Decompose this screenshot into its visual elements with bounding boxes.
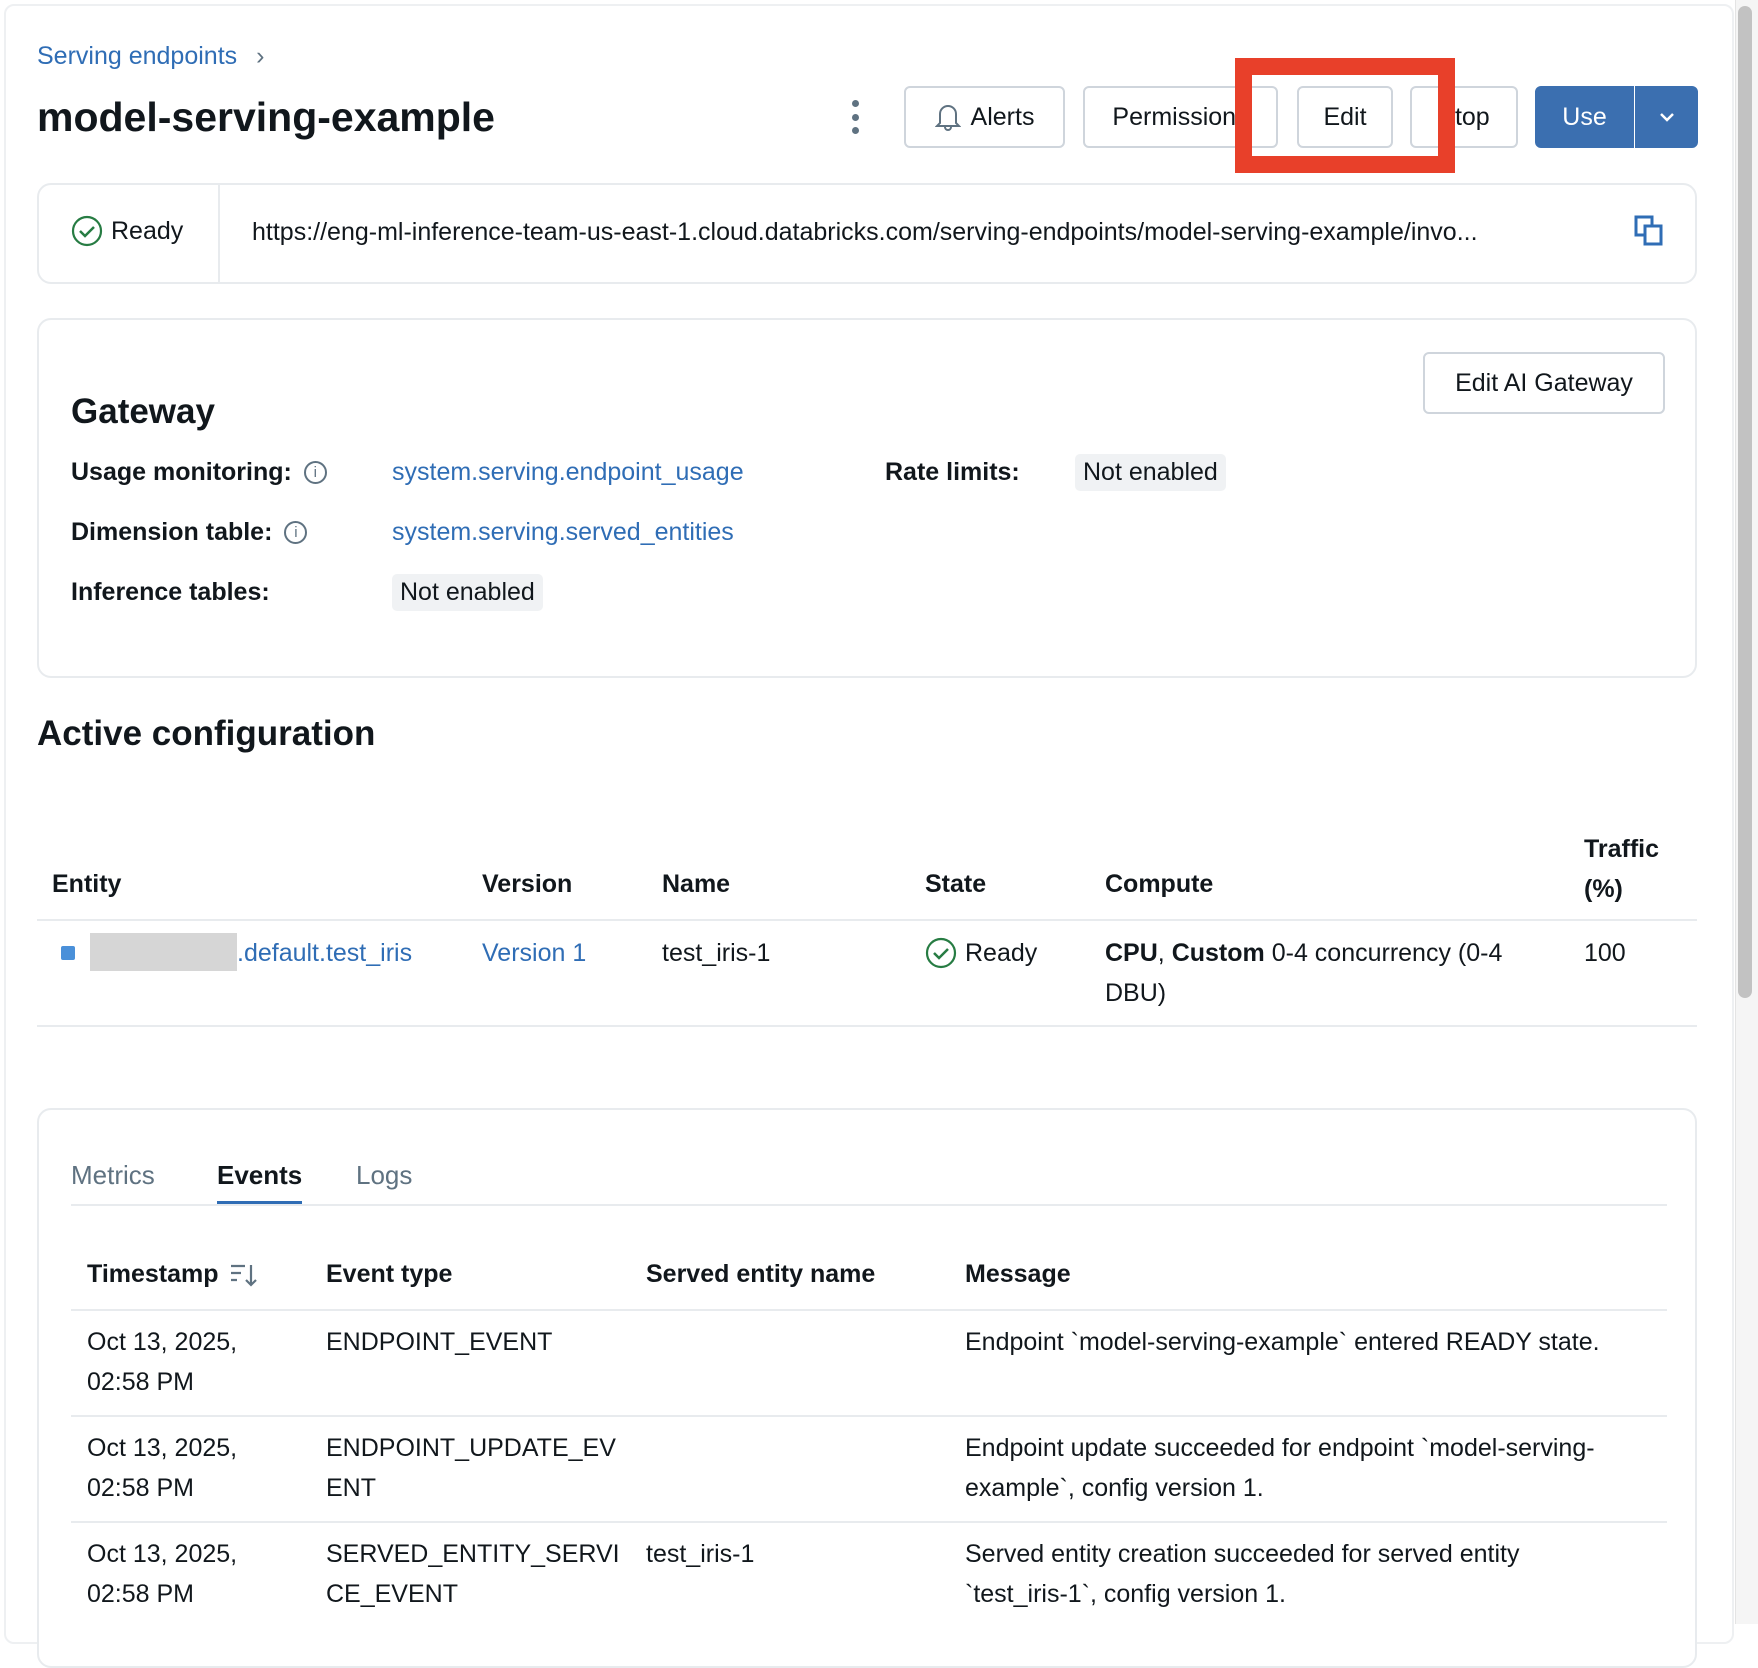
bell-icon <box>934 105 961 131</box>
served-entity-name: test_iris-1 <box>662 939 771 967</box>
breadcrumb-separator: › <box>256 42 265 70</box>
inference-tables-label: Inference tables: <box>71 578 270 606</box>
tab-logs[interactable]: Logs <box>356 1160 413 1190</box>
col-timestamp[interactable]: Timestamp <box>87 1260 259 1289</box>
breadcrumb: Serving endpoints › <box>37 42 264 71</box>
tab-events[interactable]: Events <box>217 1160 303 1205</box>
sort-descending-icon[interactable] <box>229 1262 259 1288</box>
divider <box>71 1521 1667 1523</box>
event-type: SERVED_ENTITY_SERVICE_EVENT <box>326 1540 620 1608</box>
edit-button[interactable]: Edit <box>1297 86 1393 148</box>
divider <box>71 1309 1667 1311</box>
gateway-title: Gateway <box>71 392 215 431</box>
use-button[interactable]: Use <box>1535 86 1634 148</box>
state-label: Ready <box>965 939 1038 967</box>
event-type: ENDPOINT_UPDATE_EVENT <box>326 1434 616 1502</box>
highlight-box <box>1235 58 1455 173</box>
status-label: Ready <box>111 216 184 245</box>
endpoint-url: https://eng-ml-inference-team-us-east-1.… <box>252 218 1478 246</box>
dimension-table-label: Dimension table: <box>71 518 273 546</box>
redacted-catalog <box>90 933 237 971</box>
col-entity: Entity <box>52 870 122 898</box>
usage-monitoring-row: Usage monitoring: i <box>71 458 327 487</box>
gateway-card: Gateway Edit AI Gateway Usage monitoring… <box>37 318 1697 678</box>
col-version: Version <box>482 870 573 898</box>
compute-size: Custom <box>1171 939 1265 967</box>
alerts-button[interactable]: Alerts <box>904 86 1065 148</box>
usage-monitoring-label: Usage monitoring: <box>71 458 292 486</box>
rate-limits-value: Not enabled <box>1075 454 1226 491</box>
version-link[interactable]: Version 1 <box>482 939 587 967</box>
timestamp-label: Timestamp <box>87 1260 219 1288</box>
event-type: ENDPOINT_EVENT <box>326 1328 553 1356</box>
entity-state: Ready <box>925 933 1037 973</box>
event-timestamp: Oct 13, 2025, 02:58 PM <box>87 1540 238 1608</box>
compute-value: CPU, Custom 0-4 concurrency (0-4 DBU) <box>1105 933 1565 1013</box>
event-message: Served entity creation succeeded for ser… <box>965 1540 1520 1608</box>
page-title: model-serving-example <box>37 94 495 140</box>
endpoint-url-card: Ready https://eng-ml-inference-team-us-e… <box>37 183 1697 284</box>
inference-tables-value: Not enabled <box>392 574 543 611</box>
events-card: Metrics Events Logs Timestamp Event type… <box>37 1108 1697 1668</box>
endpoint-status: Ready <box>71 215 183 247</box>
event-message: Endpoint update succeeded for endpoint `… <box>965 1434 1595 1502</box>
entity-link[interactable]: .default.test_iris <box>237 939 413 967</box>
event-timestamp: Oct 13, 2025, 02:58 PM <box>87 1328 238 1396</box>
tab-metrics[interactable]: Metrics <box>71 1160 155 1190</box>
divider <box>37 1025 1697 1027</box>
stop-button[interactable]: Stop <box>1410 86 1518 148</box>
info-icon[interactable]: i <box>303 461 327 484</box>
alerts-label: Alerts <box>970 102 1035 131</box>
compute-sep: , <box>1157 939 1172 967</box>
col-served-entity-name: Served entity name <box>646 1260 876 1288</box>
col-traffic: Traffic (%) <box>1584 835 1660 903</box>
col-name: Name <box>662 870 731 898</box>
divider <box>71 1415 1667 1417</box>
compute-detail: 0-4 concurrency (0-4 DBU) <box>1105 939 1503 1007</box>
col-state: State <box>925 870 987 898</box>
scrollbar-thumb[interactable] <box>1738 6 1752 998</box>
dimension-table-row: Dimension table: i <box>71 518 308 547</box>
tabs-divider <box>71 1204 1667 1206</box>
col-message: Message <box>965 1260 1071 1288</box>
chevron-down-icon <box>1659 113 1674 122</box>
usage-monitoring-link[interactable]: system.serving.endpoint_usage <box>392 458 744 486</box>
compute-type: CPU <box>1105 939 1158 967</box>
check-circle-icon <box>71 215 103 247</box>
kebab-menu-icon[interactable] <box>850 100 860 134</box>
event-timestamp: Oct 13, 2025, 02:58 PM <box>87 1434 238 1502</box>
divider <box>218 185 220 282</box>
use-dropdown-button[interactable] <box>1635 86 1698 148</box>
divider <box>37 919 1697 921</box>
dimension-table-link[interactable]: system.serving.served_entities <box>392 518 734 546</box>
entity-color-marker <box>61 946 75 960</box>
info-icon[interactable]: i <box>284 521 308 544</box>
col-event-type: Event type <box>326 1260 453 1288</box>
edit-ai-gateway-button[interactable]: Edit AI Gateway <box>1423 352 1665 414</box>
col-compute: Compute <box>1105 870 1214 898</box>
check-circle-icon <box>925 937 957 969</box>
copy-icon[interactable] <box>1634 215 1664 247</box>
active-configuration-title: Active configuration <box>37 714 376 753</box>
event-entity: test_iris-1 <box>646 1540 755 1568</box>
event-message: Endpoint `model-serving-example` entered… <box>965 1328 1600 1356</box>
rate-limits-label: Rate limits: <box>885 458 1020 486</box>
traffic-value: 100 <box>1584 939 1626 967</box>
breadcrumb-serving-endpoints[interactable]: Serving endpoints <box>37 42 238 70</box>
